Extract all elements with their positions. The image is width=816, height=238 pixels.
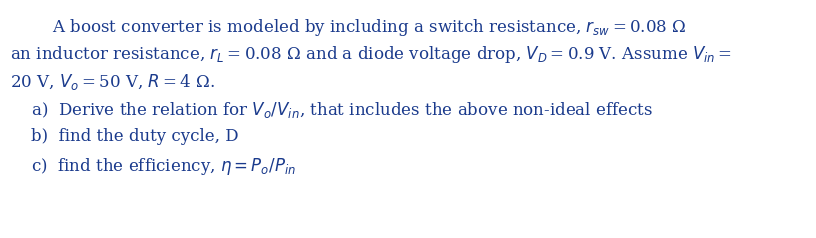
Text: 20 V, $V_o$ = 50 V, $R$ = 4 Ω.: 20 V, $V_o$ = 50 V, $R$ = 4 Ω. [10, 72, 215, 92]
Text: a)  Derive the relation for $V_o/V_{in}$, that includes the above non-ideal effe: a) Derive the relation for $V_o/V_{in}$,… [10, 100, 653, 120]
Text: an inductor resistance, $r_L$ = 0.08 Ω and a diode voltage drop, $V_D$ = 0.9 V. : an inductor resistance, $r_L$ = 0.08 Ω a… [10, 45, 732, 65]
Text: c)  find the efficiency, $\eta = P_o/P_{in}$: c) find the efficiency, $\eta = P_o/P_{i… [10, 156, 296, 177]
Text: b)  find the duty cycle, D: b) find the duty cycle, D [10, 128, 238, 145]
Text: A boost converter is modeled by including a switch resistance, $r_{sw}$ = 0.08 Ω: A boost converter is modeled by includin… [10, 17, 686, 38]
